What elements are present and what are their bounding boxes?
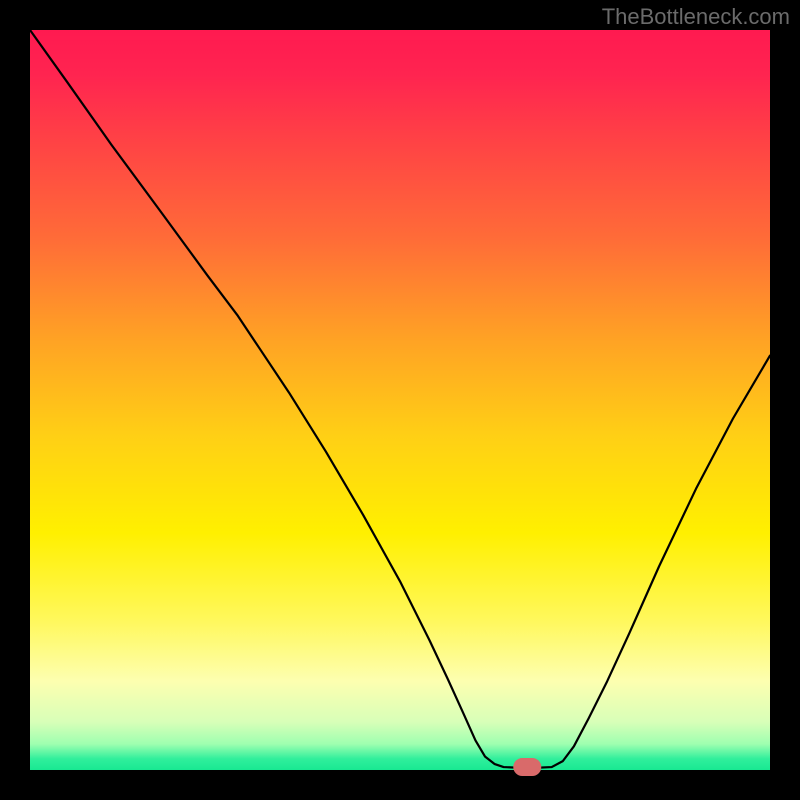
bottleneck-curve-chart [0,0,800,800]
watermark-text: TheBottleneck.com [602,4,790,30]
chart-container: TheBottleneck.com [0,0,800,800]
optimal-point-marker [513,758,541,776]
chart-gradient-background [30,30,770,770]
